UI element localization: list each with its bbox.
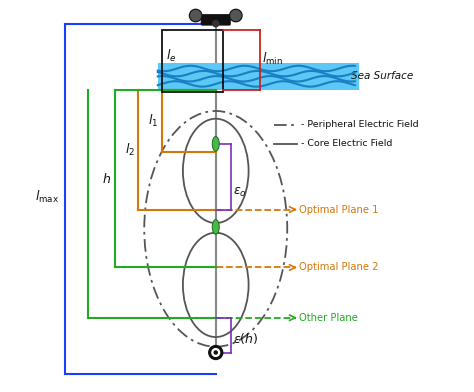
Circle shape — [231, 11, 241, 20]
Text: $l_{\max}$: $l_{\max}$ — [35, 189, 59, 205]
Text: - Core Electric Field: - Core Electric Field — [301, 139, 392, 148]
Circle shape — [209, 346, 223, 359]
Text: $l_{\min}$: $l_{\min}$ — [262, 51, 283, 67]
Text: Optimal Plane 1: Optimal Plane 1 — [299, 205, 378, 214]
Text: Optimal Plane 2: Optimal Plane 2 — [299, 263, 378, 272]
Circle shape — [191, 11, 201, 20]
Text: $\varepsilon_o$: $\varepsilon_o$ — [233, 185, 247, 199]
Circle shape — [212, 348, 219, 356]
Text: $l_1$: $l_1$ — [147, 113, 158, 129]
Circle shape — [213, 20, 219, 27]
Circle shape — [214, 351, 217, 354]
FancyBboxPatch shape — [201, 15, 230, 25]
Bar — [158, 63, 359, 90]
Circle shape — [190, 9, 202, 22]
Bar — [162, 30, 223, 92]
Circle shape — [230, 9, 242, 22]
Text: Sea Surface: Sea Surface — [351, 71, 413, 81]
Text: $l_e$: $l_e$ — [166, 48, 177, 64]
Text: $h$: $h$ — [101, 172, 110, 185]
Text: Other Plane: Other Plane — [299, 313, 358, 323]
Text: - Peripheral Electric Field: - Peripheral Electric Field — [301, 120, 419, 129]
Ellipse shape — [212, 136, 219, 151]
Text: $\varepsilon(h)$: $\varepsilon(h)$ — [233, 332, 258, 347]
Ellipse shape — [212, 220, 219, 234]
Text: $l_2$: $l_2$ — [125, 142, 135, 158]
